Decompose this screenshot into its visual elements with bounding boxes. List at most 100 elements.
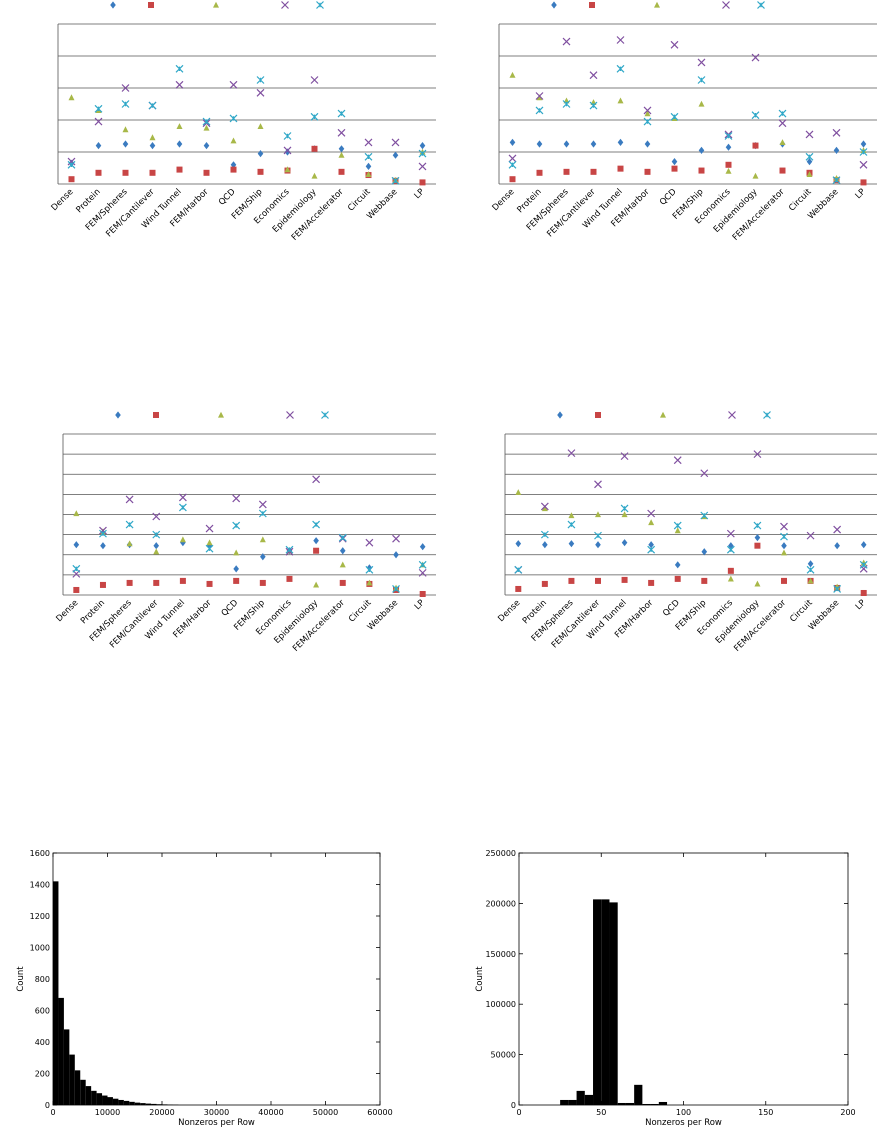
legend-marker xyxy=(763,411,771,419)
data-point xyxy=(286,575,293,582)
data-point xyxy=(860,589,867,596)
data-point xyxy=(751,111,760,120)
data-point xyxy=(153,542,160,550)
y-tick-label: 200 xyxy=(35,1070,50,1079)
data-point xyxy=(833,525,842,534)
category-label: LP xyxy=(413,598,427,612)
x-tick-label: 30000 xyxy=(204,1108,229,1117)
data-point xyxy=(122,126,129,133)
y-tick-label: 0 xyxy=(511,1101,516,1110)
data-point xyxy=(178,503,187,512)
data-point xyxy=(725,167,732,174)
data-point xyxy=(589,71,598,80)
histogram-bar xyxy=(107,1097,113,1105)
data-point xyxy=(419,590,426,597)
data-point xyxy=(778,109,787,118)
data-point xyxy=(418,149,427,158)
data-point xyxy=(153,579,160,586)
data-point xyxy=(671,158,678,166)
category-label: FEM/Cantilever xyxy=(104,187,157,240)
data-point xyxy=(365,538,374,547)
data-point xyxy=(514,565,523,574)
category-label: Dense xyxy=(496,598,522,624)
data-point xyxy=(594,480,602,489)
data-point xyxy=(260,553,266,561)
data-point xyxy=(515,585,522,592)
data-point xyxy=(311,145,318,152)
data-point xyxy=(179,536,186,543)
data-point xyxy=(259,536,266,543)
data-point xyxy=(541,505,548,512)
data-point xyxy=(72,564,81,573)
data-point xyxy=(392,534,400,543)
histogram-bar xyxy=(642,1103,651,1105)
data-point xyxy=(563,140,570,148)
category-label: QCD xyxy=(658,187,679,208)
data-point xyxy=(806,171,813,177)
data-point xyxy=(753,521,762,530)
data-point xyxy=(508,160,517,169)
data-point xyxy=(232,521,241,530)
x-axis-label: Nonzeros per Row xyxy=(645,1118,722,1128)
x-tick-label: 150 xyxy=(758,1108,773,1117)
data-point xyxy=(233,549,240,556)
data-point xyxy=(257,168,264,175)
data-point xyxy=(563,168,570,175)
data-point xyxy=(73,541,80,549)
y-tick-label: 1400 xyxy=(30,881,50,890)
data-point xyxy=(206,580,213,587)
data-point xyxy=(419,543,426,551)
data-point xyxy=(752,172,759,179)
data-point xyxy=(805,152,814,161)
x-tick-label: 40000 xyxy=(258,1108,283,1117)
category-label: Dense xyxy=(491,187,517,213)
data-point xyxy=(644,110,651,117)
data-point xyxy=(594,531,602,540)
x-tick-label: 10000 xyxy=(95,1108,120,1117)
y-tick-label: 1200 xyxy=(30,912,50,921)
data-point xyxy=(670,40,679,49)
data-point xyxy=(724,132,733,140)
histogram-bar xyxy=(102,1095,108,1105)
data-point xyxy=(121,84,130,92)
data-point xyxy=(94,104,103,113)
category-label: QCD xyxy=(661,598,682,619)
data-point xyxy=(726,545,735,554)
category-label: FEM/Cantilever xyxy=(545,187,598,240)
data-point xyxy=(620,504,629,513)
data-point xyxy=(753,450,762,459)
data-point xyxy=(700,511,709,520)
data-point xyxy=(648,519,655,526)
histogram-bar xyxy=(162,1104,168,1105)
legend-marker xyxy=(589,2,595,8)
data-point xyxy=(149,134,156,141)
data-point xyxy=(568,540,575,548)
plot-frame xyxy=(52,852,381,1106)
data-point xyxy=(673,521,682,530)
data-point xyxy=(149,142,156,150)
data-point xyxy=(365,171,372,177)
data-point xyxy=(751,53,760,62)
histogram-bar xyxy=(53,881,59,1105)
category-label: QCD xyxy=(220,598,241,619)
data-point xyxy=(697,58,706,67)
data-point xyxy=(153,548,160,555)
data-point xyxy=(122,169,129,176)
data-point xyxy=(121,100,130,108)
data-point xyxy=(616,36,625,44)
legend-marker xyxy=(757,1,765,9)
data-point xyxy=(339,579,346,586)
data-point xyxy=(567,449,576,458)
data-point xyxy=(590,168,597,175)
data-point xyxy=(285,545,294,554)
scatter-chart-middle-right: DenseProteinFEM/SpheresFEM/CantileverWin… xyxy=(496,411,877,654)
data-point xyxy=(284,148,291,156)
data-point xyxy=(313,537,319,545)
data-point xyxy=(256,76,265,84)
data-point xyxy=(94,117,103,126)
scatter-chart-top-right: DenseProteinFEM/SpheresFEM/CantileverWin… xyxy=(491,1,877,243)
legend-marker xyxy=(722,1,730,9)
data-point xyxy=(149,169,156,176)
data-point xyxy=(230,137,237,144)
data-point xyxy=(832,128,841,137)
